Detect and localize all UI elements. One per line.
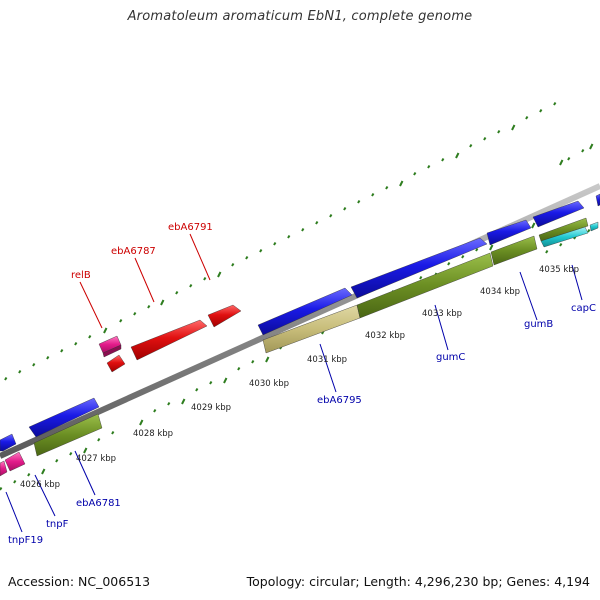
cds-relB-side <box>102 344 122 358</box>
gene-label-ebA6787[interactable]: ebA6787 <box>111 246 156 257</box>
scale-label-4032: 4032 kbp <box>365 331 405 341</box>
gene-label-gumB[interactable]: gumB <box>524 319 553 330</box>
cds-gumB-olive[interactable] <box>490 235 538 266</box>
scale-label-4031: 4031 kbp <box>307 355 347 365</box>
capC-leader <box>571 264 583 301</box>
gumB-leader <box>519 271 538 321</box>
scale-label-4027: 4027 kbp <box>76 454 116 464</box>
map-title: Aromatoleum aromaticum EbN1, complete ge… <box>127 9 473 24</box>
gene-label-ebA6795[interactable]: ebA6795 <box>317 395 362 406</box>
relB-leader <box>79 281 103 329</box>
cds-tnpF19[interactable] <box>0 460 8 477</box>
leader-lines <box>5 233 583 533</box>
scale-label-4034: 4034 kbp <box>480 287 520 297</box>
cds-edge-right[interactable] <box>595 193 600 207</box>
cds-ebA6781-olive[interactable] <box>33 413 103 457</box>
gene-labels: relB ebA6787 ebA6791 ebA6795 gumC gumB c… <box>8 222 596 546</box>
cds-ebA6787[interactable] <box>130 319 208 361</box>
gene-label-tnpF19[interactable]: tnpF19 <box>8 535 43 546</box>
inner-minor-ticks <box>0 226 591 491</box>
scale-label-4026: 4026 kbp <box>20 480 60 490</box>
ebA6795-leader <box>319 343 337 393</box>
cds-cyan-edge[interactable] <box>589 221 599 232</box>
cds-gumC[interactable] <box>350 237 488 299</box>
cds-ebA6795[interactable] <box>257 287 353 336</box>
inner-tick-row <box>0 222 591 491</box>
ebA6781-leader <box>74 450 96 496</box>
outer-major-ticks <box>103 124 594 334</box>
scale-label-4033: 4033 kbp <box>422 309 462 319</box>
gumC-leader <box>434 304 449 351</box>
left-features <box>0 397 103 477</box>
cds-tnpF[interactable] <box>4 451 26 472</box>
gene-label-relB[interactable]: relB <box>71 270 91 281</box>
cds-capC[interactable] <box>532 200 585 228</box>
scale-label-4028: 4028 kbp <box>133 429 173 439</box>
outer-minor-ticks <box>4 101 585 381</box>
cds-gumB[interactable] <box>486 219 532 246</box>
gene-label-capC[interactable]: capC <box>571 303 596 314</box>
accession-text: Accession: NC_006513 <box>8 574 151 589</box>
reverse-strand-features <box>106 217 599 373</box>
outer-tick-row <box>4 101 594 381</box>
gene-label-ebA6791[interactable]: ebA6791 <box>168 222 213 233</box>
cds-red-small[interactable] <box>106 354 126 373</box>
cds-capC-cyan[interactable] <box>540 226 589 248</box>
tnpF-leader <box>34 474 56 517</box>
scale-label-4035: 4035 kbp <box>539 265 579 275</box>
tnpF19-leader <box>5 491 23 533</box>
gene-label-ebA6781[interactable]: ebA6781 <box>76 498 121 509</box>
cds-capC-olive[interactable] <box>538 217 589 242</box>
scale-labels: 4026 kbp 4027 kbp 4028 kbp 4029 kbp 4030… <box>20 265 579 490</box>
ebA6787-leader <box>134 257 155 303</box>
cds-ebA6791[interactable] <box>207 304 242 328</box>
gene-label-gumC[interactable]: gumC <box>436 352 465 363</box>
scale-label-4029: 4029 kbp <box>191 403 231 413</box>
ebA6791-leader <box>189 233 211 281</box>
cds-gumC-olive[interactable] <box>356 252 494 319</box>
topology-text: Topology: circular; Length: 4,296,230 bp… <box>246 574 590 589</box>
gene-label-tnpF[interactable]: tnpF <box>46 519 69 530</box>
forward-strand-features <box>98 193 600 361</box>
cds-blue-edge-left[interactable] <box>0 433 17 452</box>
cds-ebA6781-blue[interactable] <box>28 397 100 438</box>
scale-label-4030: 4030 kbp <box>249 379 289 389</box>
